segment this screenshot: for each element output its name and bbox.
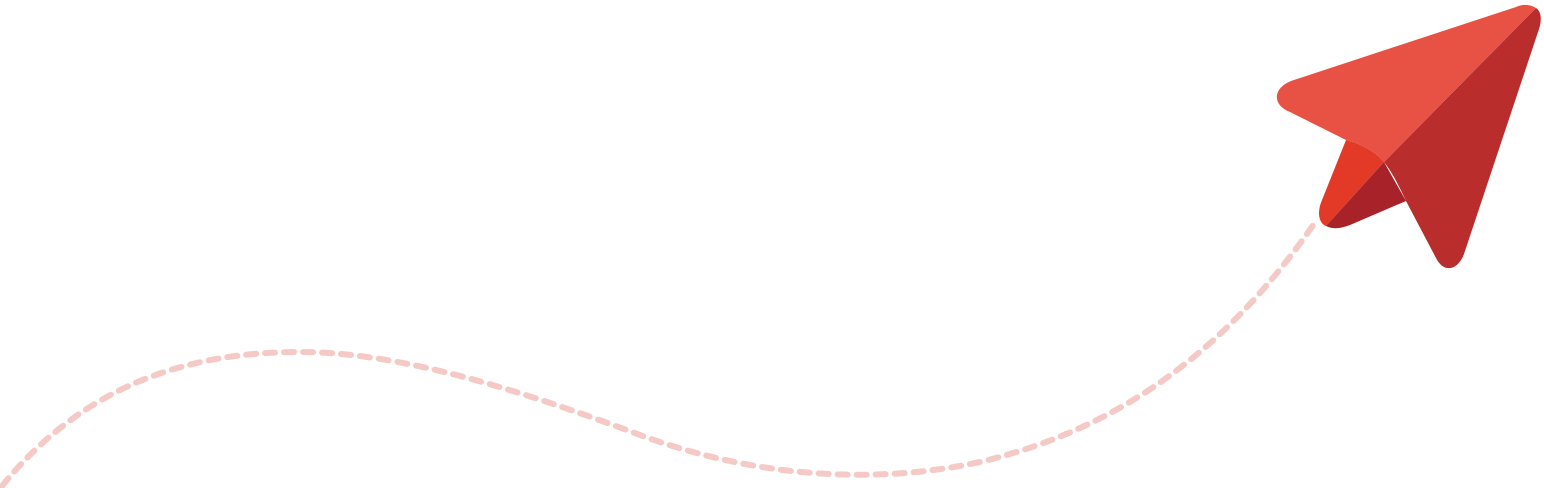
plane-right-wing [1384,8,1541,269]
paper-plane-icon [1276,4,1541,269]
dashed-flight-trail [0,221,1317,488]
plane-inner-left-fold [1319,140,1384,226]
plane-top-wing [1276,4,1536,163]
plane-inner-shadow-fold [1326,162,1406,229]
